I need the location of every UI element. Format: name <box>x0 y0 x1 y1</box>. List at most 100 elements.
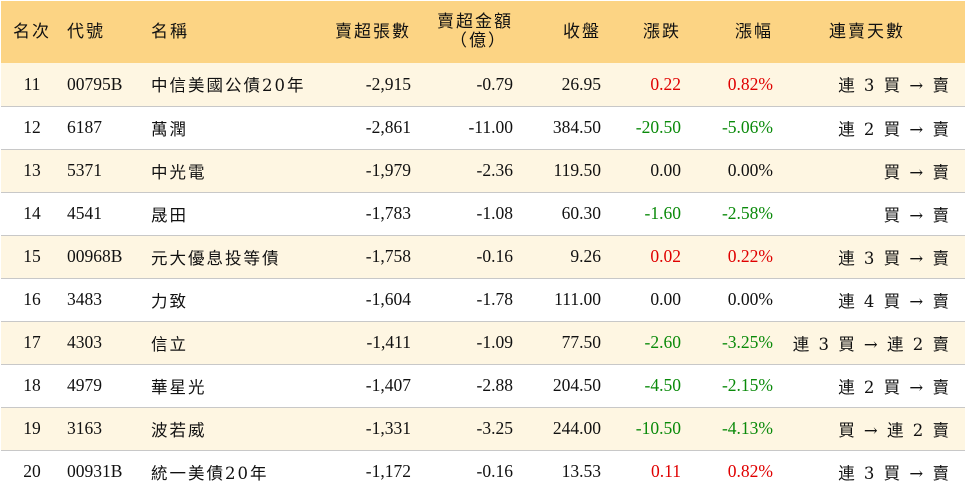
cell-rank: 19 <box>1 407 63 451</box>
header-net-sell-amount-line2: （億） <box>450 31 507 51</box>
header-name[interactable]: 名稱 <box>151 21 189 42</box>
cell-change: -4.50 <box>611 364 691 408</box>
cell-close: 244.00 <box>523 407 611 451</box>
header-close[interactable]: 收盤 <box>563 21 601 42</box>
cell-change-pct: -2.15% <box>691 364 783 408</box>
cell-name: 中光電 <box>147 149 329 193</box>
cell-close: 60.30 <box>523 192 611 236</box>
cell-net-sell-lots: -1,979 <box>329 149 421 193</box>
cell-change: -1.60 <box>611 192 691 236</box>
cell-code: 3163 <box>63 407 147 451</box>
cell-streak: 連 3 買 → 賣 <box>783 235 965 279</box>
cell-streak: 買 → 賣 <box>783 149 965 193</box>
header-change-pct[interactable]: 漲幅 <box>735 21 773 42</box>
cell-code: 00795B <box>63 63 147 107</box>
cell-change-pct: 0.82% <box>691 63 783 107</box>
cell-change-pct: 0.82% <box>727 461 773 482</box>
cell-rank: 16 <box>1 278 63 322</box>
cell-net-sell-amount: -0.16 <box>476 461 513 482</box>
cell-code: 4303 <box>63 321 147 365</box>
cell-change-pct: 0.00% <box>691 149 783 193</box>
cell-name: 華星光 <box>147 364 329 408</box>
cell-close: 119.50 <box>523 149 611 193</box>
cell-change: 0.00 <box>611 149 691 193</box>
cell-name: 元大優息投等債 <box>147 235 329 279</box>
cell-close: 384.50 <box>523 106 611 150</box>
cell-streak: 連 3 買 → 連 2 賣 <box>783 321 965 365</box>
cell-change: 0.22 <box>611 63 691 107</box>
cell-change: -20.50 <box>611 106 691 150</box>
header-code[interactable]: 代號 <box>67 21 105 42</box>
cell-code: 4541 <box>63 192 147 236</box>
table-row[interactable]: 11 00795B 中信美國公債20年 -2,915 -0.79 26.95 0.22 0.8… <box>1 63 965 107</box>
cell-streak: 連 2 買 → 賣 <box>783 106 965 150</box>
cell-code: 00931B <box>67 461 123 482</box>
table-row[interactable]: 19 3163 波若威 -1,331 -3.25 244.00 -10.50 -4.13% 買 … <box>1 407 965 451</box>
header-change[interactable]: 漲跌 <box>643 21 681 42</box>
cell-close: 111.00 <box>523 278 611 322</box>
table-row[interactable]: 20 00931B 統一美債20年 -1,172 -0.16 13.53 0.11 0.82%… <box>1 450 965 493</box>
table-row[interactable]: 18 4979 華星光 -1,407 -2.88 204.50 -4.50 -2.15% 連 2… <box>1 364 965 408</box>
cell-net-sell-lots: -1,172 <box>365 461 411 482</box>
table-row[interactable]: 17 4303 信立 -1,411 -1.09 77.50 -2.60 -3.25% 連 3 買… <box>1 321 965 365</box>
cell-net-sell-lots: -1,758 <box>329 235 421 279</box>
cell-rank: 13 <box>1 149 63 193</box>
cell-change-pct: 0.00% <box>691 278 783 322</box>
cell-name: 晟田 <box>147 192 329 236</box>
cell-net-sell-lots: -1,783 <box>329 192 421 236</box>
table-header-row: 名次 代號 名稱 賣超張數 賣超金額 （億） 收盤 漲跌 漲幅 連賣天數 <box>1 1 965 63</box>
cell-close: 9.26 <box>523 235 611 279</box>
cell-change: -10.50 <box>611 407 691 451</box>
cell-code: 6187 <box>63 106 147 150</box>
cell-change-pct: 0.22% <box>691 235 783 279</box>
cell-change-pct: -2.58% <box>691 192 783 236</box>
header-net-sell-amount-line1: 賣超金額 <box>437 12 513 32</box>
cell-name: 中信美國公債20年 <box>147 63 329 107</box>
cell-close: 77.50 <box>523 321 611 365</box>
header-net-sell-amount[interactable]: 賣超金額 （億） <box>421 1 523 63</box>
cell-rank: 15 <box>1 235 63 279</box>
cell-code: 3483 <box>63 278 147 322</box>
cell-name: 力致 <box>147 278 329 322</box>
cell-change-pct: -3.25% <box>691 321 783 365</box>
cell-net-sell-amount: -0.16 <box>421 235 523 279</box>
table-row[interactable]: 14 4541 晟田 -1,783 -1.08 60.30 -1.60 -2.58% 買 → 賣 <box>1 192 965 236</box>
cell-rank: 14 <box>1 192 63 236</box>
cell-streak: 連 4 買 → 賣 <box>783 278 965 322</box>
cell-net-sell-amount: -1.78 <box>421 278 523 322</box>
cell-code: 00968B <box>63 235 147 279</box>
header-net-sell-lots[interactable]: 賣超張數 <box>335 21 411 42</box>
table-row[interactable]: 15 00968B 元大優息投等債 -1,758 -0.16 9.26 0.02 0.22% 連… <box>1 235 965 279</box>
table-row[interactable]: 16 3483 力致 -1,604 -1.78 111.00 0.00 0.00% 連 4 買 … <box>1 278 965 322</box>
cell-rank: 20 <box>23 461 41 482</box>
cell-change-pct: -5.06% <box>691 106 783 150</box>
cell-change-pct: -4.13% <box>691 407 783 451</box>
header-rank[interactable]: 名次 <box>13 21 51 42</box>
cell-rank: 12 <box>1 106 63 150</box>
header-streak[interactable]: 連賣天數 <box>829 21 905 42</box>
cell-net-sell-amount: -1.09 <box>421 321 523 365</box>
cell-name: 信立 <box>147 321 329 365</box>
cell-net-sell-lots: -1,407 <box>329 364 421 408</box>
cell-rank: 18 <box>1 364 63 408</box>
cell-code: 5371 <box>63 149 147 193</box>
cell-close: 204.50 <box>523 364 611 408</box>
cell-change: 0.11 <box>651 461 681 482</box>
cell-change: 0.00 <box>611 278 691 322</box>
cell-change: 0.02 <box>611 235 691 279</box>
cell-net-sell-amount: -2.36 <box>421 149 523 193</box>
cell-streak: 買 → 賣 <box>783 192 965 236</box>
table-row[interactable]: 13 5371 中光電 -1,979 -2.36 119.50 0.00 0.00% 買 → 賣 <box>1 149 965 193</box>
cell-rank: 11 <box>1 63 63 107</box>
cell-net-sell-amount: -11.00 <box>421 106 523 150</box>
table-row[interactable]: 12 6187 萬潤 -2,861 -11.00 384.50 -20.50 -5.06% 連 … <box>1 106 965 150</box>
cell-rank: 17 <box>1 321 63 365</box>
cell-streak: 連 3 買 → 賣 <box>783 63 965 107</box>
cell-code: 4979 <box>63 364 147 408</box>
cell-close: 13.53 <box>561 461 601 482</box>
cell-name: 萬潤 <box>147 106 329 150</box>
cell-net-sell-lots: -2,861 <box>329 106 421 150</box>
cell-net-sell-lots: -2,915 <box>329 63 421 107</box>
